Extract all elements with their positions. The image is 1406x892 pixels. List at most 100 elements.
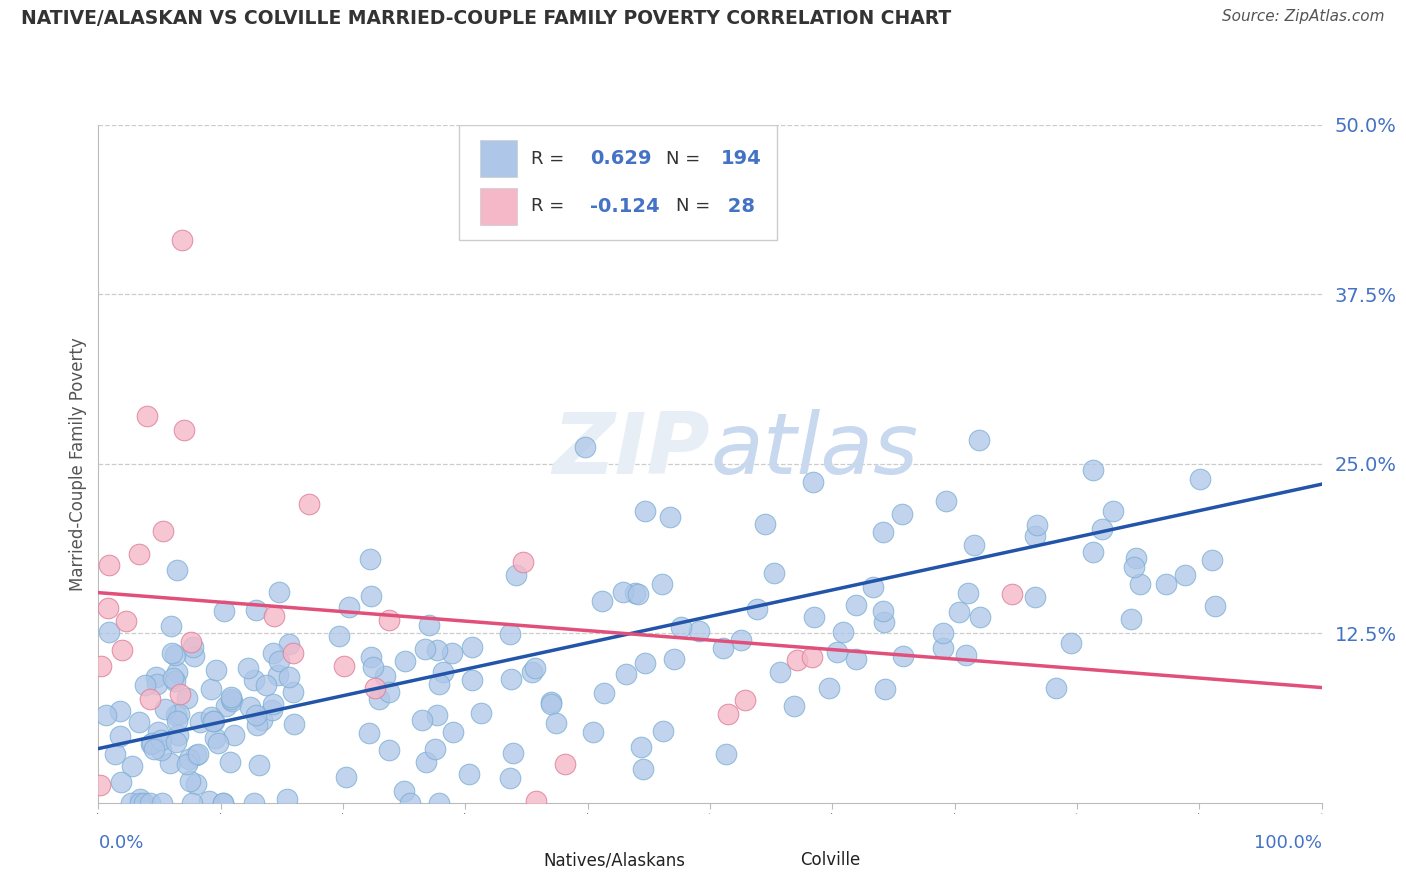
Point: [716, 747, 738, 762]
Point: [184, 747, 207, 762]
Point: [711, 640, 734, 655]
Point: [969, 434, 991, 448]
Point: [167, 728, 190, 742]
Point: [1091, 522, 1114, 536]
Text: 0.629: 0.629: [591, 149, 651, 169]
FancyBboxPatch shape: [479, 187, 517, 225]
Point: [554, 756, 576, 771]
Point: [374, 669, 396, 683]
Point: [205, 663, 228, 677]
Point: [162, 671, 184, 685]
Point: [520, 665, 543, 680]
Point: [631, 763, 654, 777]
Point: [524, 661, 547, 675]
Point: [150, 743, 173, 757]
Text: NATIVE/ALASKAN VS COLVILLE MARRIED-COUPLE FAMILY POVERTY CORRELATION CHART: NATIVE/ALASKAN VS COLVILLE MARRIED-COUPL…: [21, 9, 952, 28]
Point: [236, 660, 259, 674]
Point: [120, 796, 142, 810]
Point: [1122, 560, 1144, 574]
Point: [634, 504, 657, 518]
Point: [129, 796, 152, 810]
Point: [260, 703, 283, 717]
Point: [1081, 545, 1104, 559]
Point: [969, 609, 991, 624]
Text: 28: 28: [721, 197, 755, 216]
Point: [1024, 529, 1046, 543]
Point: [1201, 553, 1223, 567]
Point: [219, 690, 242, 705]
Point: [872, 525, 894, 540]
Point: [361, 660, 384, 674]
Point: [333, 658, 356, 673]
Point: [1125, 551, 1147, 566]
FancyBboxPatch shape: [460, 125, 778, 240]
Point: [176, 690, 198, 705]
Point: [129, 791, 152, 805]
Point: [138, 692, 160, 706]
Point: [176, 757, 198, 772]
Point: [173, 423, 195, 437]
Point: [505, 567, 527, 582]
Point: [201, 714, 224, 728]
Point: [378, 743, 401, 757]
Point: [499, 673, 522, 687]
Point: [145, 670, 167, 684]
Point: [169, 687, 191, 701]
Point: [246, 718, 269, 732]
Point: [98, 625, 121, 640]
Point: [177, 752, 200, 766]
Point: [152, 524, 174, 538]
Point: [98, 558, 121, 573]
Text: ZIP: ZIP: [553, 409, 710, 491]
Point: [651, 723, 673, 738]
Point: [263, 608, 285, 623]
Point: [441, 647, 464, 661]
Point: [875, 681, 897, 696]
Point: [658, 510, 681, 524]
Point: [89, 778, 111, 792]
Point: [574, 440, 596, 454]
Point: [890, 507, 912, 521]
Point: [166, 665, 188, 679]
Point: [108, 729, 131, 743]
Point: [212, 604, 235, 618]
Point: [165, 708, 187, 723]
Point: [360, 649, 382, 664]
Point: [377, 614, 399, 628]
Point: [872, 604, 894, 618]
Point: [188, 714, 211, 729]
Point: [139, 737, 162, 751]
Point: [427, 796, 450, 810]
Point: [150, 732, 173, 747]
Point: [1102, 504, 1125, 518]
FancyBboxPatch shape: [759, 847, 786, 874]
Point: [786, 653, 808, 667]
Point: [1001, 587, 1024, 601]
Point: [283, 646, 305, 660]
Point: [801, 475, 824, 489]
Point: [166, 714, 188, 728]
Point: [803, 610, 825, 624]
Point: [963, 538, 986, 552]
Point: [247, 758, 270, 772]
Point: [256, 678, 278, 692]
Point: [499, 772, 522, 786]
Point: [202, 714, 225, 729]
Point: [128, 547, 150, 561]
Point: [141, 736, 163, 750]
Point: [110, 775, 132, 789]
Point: [627, 587, 650, 601]
Text: 0.0%: 0.0%: [98, 834, 143, 852]
Text: 100.0%: 100.0%: [1254, 834, 1322, 852]
Point: [1045, 681, 1067, 695]
Point: [114, 615, 136, 629]
Point: [128, 715, 150, 730]
Point: [184, 777, 207, 791]
Point: [425, 742, 447, 756]
Point: [245, 603, 267, 617]
Text: Natives/Alaskans: Natives/Alaskans: [544, 852, 686, 870]
Point: [502, 746, 524, 760]
Point: [540, 695, 562, 709]
Point: [955, 648, 977, 662]
Point: [163, 673, 186, 688]
